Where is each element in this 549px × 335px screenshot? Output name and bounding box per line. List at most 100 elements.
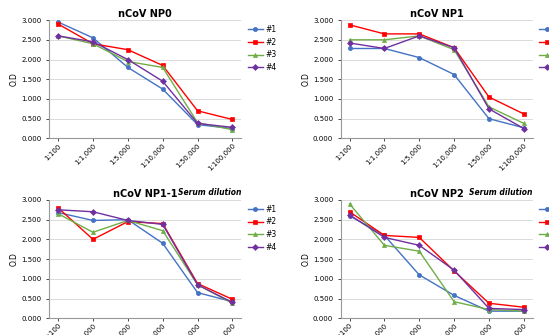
Legend: #1, #2, #3, #4: #1, #2, #3, #4 (538, 24, 549, 73)
#1 (520, 126, 527, 130)
#3 (520, 121, 527, 125)
#1 (381, 233, 388, 238)
Line: #3: #3 (348, 202, 526, 313)
#4 (346, 41, 353, 45)
#4 (451, 268, 457, 272)
#3 (381, 38, 388, 42)
Text: Serum dilution: Serum dilution (469, 188, 533, 197)
#1 (416, 273, 423, 277)
#2 (451, 46, 457, 50)
#2 (125, 220, 131, 224)
#2 (125, 48, 131, 52)
#2 (486, 301, 492, 305)
Line: #3: #3 (348, 34, 526, 126)
Line: #4: #4 (56, 208, 234, 305)
Line: #4: #4 (348, 213, 526, 312)
#4 (520, 127, 527, 131)
Legend: #1, #2, #3, #4: #1, #2, #3, #4 (247, 24, 277, 73)
Line: #2: #2 (348, 23, 526, 116)
Line: #1: #1 (56, 20, 234, 131)
Title: nCoV NP0: nCoV NP0 (119, 9, 172, 19)
#3 (416, 34, 423, 38)
#3 (416, 249, 423, 253)
#1 (55, 210, 61, 214)
#3 (89, 42, 96, 46)
#4 (229, 300, 236, 305)
#4 (520, 308, 527, 312)
Legend: #1, #2, #3, #4: #1, #2, #3, #4 (247, 204, 277, 253)
#1 (520, 309, 527, 313)
#2 (346, 210, 353, 214)
#4 (194, 283, 201, 287)
Title: nCoV NP1-1: nCoV NP1-1 (113, 189, 177, 199)
#3 (451, 48, 457, 52)
#1 (346, 214, 353, 218)
#1 (159, 241, 166, 245)
#1 (89, 36, 96, 40)
#3 (486, 308, 492, 312)
#4 (89, 210, 96, 214)
#3 (229, 128, 236, 132)
#3 (381, 243, 388, 247)
#2 (159, 63, 166, 67)
Line: #4: #4 (348, 34, 526, 131)
#4 (451, 46, 457, 50)
#2 (486, 95, 492, 99)
Line: #1: #1 (348, 214, 526, 313)
#2 (416, 32, 423, 36)
#4 (486, 107, 492, 111)
#1 (229, 127, 236, 131)
#2 (416, 236, 423, 240)
#3 (194, 283, 201, 287)
#3 (125, 60, 131, 64)
#2 (194, 281, 201, 285)
#4 (159, 222, 166, 226)
Title: nCoV NP2: nCoV NP2 (410, 189, 463, 199)
#1 (416, 56, 423, 60)
#3 (55, 212, 61, 216)
Line: #3: #3 (56, 34, 234, 132)
Line: #1: #1 (348, 47, 526, 130)
Line: #2: #2 (56, 22, 234, 122)
#1 (89, 218, 96, 222)
#4 (55, 208, 61, 212)
#2 (381, 32, 388, 36)
#3 (229, 301, 236, 305)
#2 (55, 206, 61, 210)
#1 (451, 293, 457, 297)
#1 (55, 20, 61, 24)
#2 (55, 22, 61, 26)
Y-axis label: O.D: O.D (10, 72, 19, 86)
#1 (229, 300, 236, 304)
#4 (416, 34, 423, 38)
#3 (125, 218, 131, 222)
#4 (486, 307, 492, 311)
#1 (159, 87, 166, 91)
#2 (346, 23, 353, 27)
Line: #3: #3 (56, 212, 234, 305)
Y-axis label: O.D: O.D (301, 252, 310, 266)
#4 (55, 34, 61, 38)
#1 (486, 309, 492, 313)
Legend: #1, #2, #3, #4: #1, #2, #3, #4 (538, 204, 549, 253)
#2 (520, 305, 527, 309)
Text: Serum dilution: Serum dilution (178, 188, 241, 197)
#1 (125, 218, 131, 222)
#3 (346, 202, 353, 206)
#3 (159, 229, 166, 233)
#2 (229, 118, 236, 122)
#4 (381, 236, 388, 240)
#4 (89, 40, 96, 44)
#3 (346, 38, 353, 42)
#1 (451, 72, 457, 76)
#3 (194, 121, 201, 125)
#1 (486, 117, 492, 121)
#3 (451, 300, 457, 304)
#1 (194, 290, 201, 294)
#2 (89, 42, 96, 46)
#1 (346, 47, 353, 51)
Title: nCoV NP1: nCoV NP1 (410, 9, 463, 19)
#3 (520, 309, 527, 313)
Y-axis label: O.D: O.D (10, 252, 19, 266)
#4 (125, 58, 131, 62)
